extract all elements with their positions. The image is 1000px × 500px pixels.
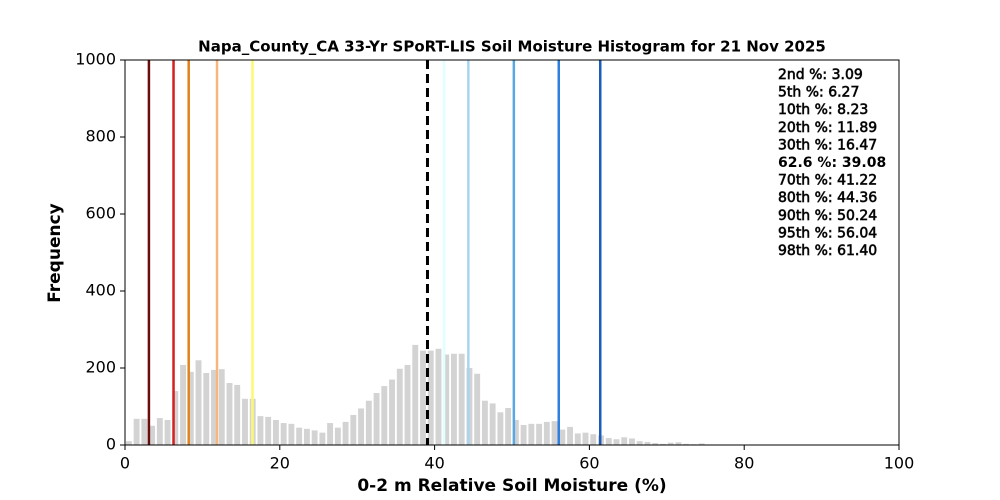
bar [211, 369, 217, 445]
bar [172, 391, 179, 445]
legend-entry: 98th %: 61.40 [778, 243, 877, 259]
bar [358, 408, 365, 445]
bar [543, 421, 550, 445]
y-tick-label: 1000 [75, 50, 116, 69]
bar [327, 423, 334, 445]
bar [644, 441, 651, 445]
bar [334, 427, 341, 445]
bar [242, 398, 248, 445]
bar [203, 373, 210, 445]
bar [443, 354, 450, 445]
bar [187, 371, 194, 445]
bar [257, 416, 264, 445]
bar [458, 353, 465, 445]
y-tick-label: 0 [106, 435, 116, 454]
bar [590, 434, 597, 445]
bar [574, 433, 581, 445]
legend-entry: 90th %: 50.24 [778, 208, 877, 224]
bar [512, 419, 519, 445]
bar [404, 364, 411, 445]
bar [342, 421, 349, 445]
y-axis-label: Frequency [45, 203, 65, 303]
bar [420, 350, 426, 445]
bar [133, 418, 140, 445]
bar [520, 424, 527, 445]
bar [621, 437, 628, 445]
bar [435, 348, 442, 445]
bar [296, 427, 303, 445]
bar [288, 423, 295, 445]
bar [536, 423, 543, 445]
bar [451, 353, 457, 445]
legend-entry: 5th %: 6.27 [778, 85, 859, 101]
x-tick-label: 60 [579, 454, 599, 473]
legend-entry: 95th %: 56.04 [778, 225, 877, 241]
bar [280, 423, 287, 445]
bar [303, 428, 310, 445]
bar [311, 430, 318, 445]
bar [474, 373, 481, 445]
bar [629, 438, 635, 445]
bar [389, 379, 395, 445]
y-tick-label: 200 [85, 358, 116, 377]
chart-title: Napa_County_CA 33-Yr SPoRT-LIS Soil Mois… [198, 38, 826, 56]
bar [605, 438, 612, 445]
bar [683, 443, 690, 445]
bar [667, 442, 674, 445]
x-tick-label: 100 [884, 454, 915, 473]
bar [675, 442, 682, 445]
bar [319, 432, 326, 445]
bar [164, 419, 171, 445]
y-tick-label: 600 [85, 204, 116, 223]
legend-entry: 80th %: 44.36 [778, 190, 877, 206]
bar [497, 412, 504, 445]
x-tick-label: 40 [424, 454, 444, 473]
legend-entry: 2nd %: 3.09 [778, 67, 863, 83]
legend-entry: 30th %: 16.47 [778, 137, 877, 153]
bar [381, 386, 388, 445]
bar [652, 443, 659, 445]
bar [265, 416, 272, 445]
bar [567, 426, 573, 445]
bar [505, 408, 512, 445]
bar [412, 344, 419, 445]
x-axis-label: 0-2 m Relative Soil Moisture (%) [357, 476, 666, 496]
bar [365, 400, 372, 445]
bar [156, 418, 163, 445]
bar [582, 432, 589, 445]
bar [551, 421, 558, 445]
plot-frame [124, 59, 900, 446]
bar [636, 441, 643, 445]
bar [481, 400, 488, 445]
x-tick-label: 80 [734, 454, 754, 473]
bar [396, 368, 403, 445]
y-tick-label: 800 [85, 127, 116, 146]
legend-entry: 70th %: 41.22 [778, 173, 877, 189]
bar [489, 403, 496, 445]
bar [659, 443, 666, 445]
x-tick-label: 20 [270, 454, 290, 473]
bar [613, 439, 620, 445]
y-tick-label: 400 [85, 281, 116, 300]
bar [272, 419, 279, 445]
bar [195, 360, 202, 445]
bar [559, 429, 566, 445]
bar [373, 393, 380, 445]
bar [180, 364, 186, 445]
legend-entry: 10th %: 8.23 [778, 102, 868, 118]
bar [141, 418, 148, 445]
bar [427, 350, 434, 445]
bar [350, 414, 357, 445]
legend-entry: 62.6 %: 39.08 [778, 155, 886, 171]
bar [125, 441, 132, 445]
bar [698, 443, 705, 445]
bar [234, 384, 241, 445]
bar [528, 423, 535, 445]
x-tick-label: 0 [120, 454, 130, 473]
bar [218, 369, 225, 445]
legend-entry: 20th %: 11.89 [778, 120, 877, 136]
bar [226, 383, 233, 445]
bar [149, 425, 156, 445]
